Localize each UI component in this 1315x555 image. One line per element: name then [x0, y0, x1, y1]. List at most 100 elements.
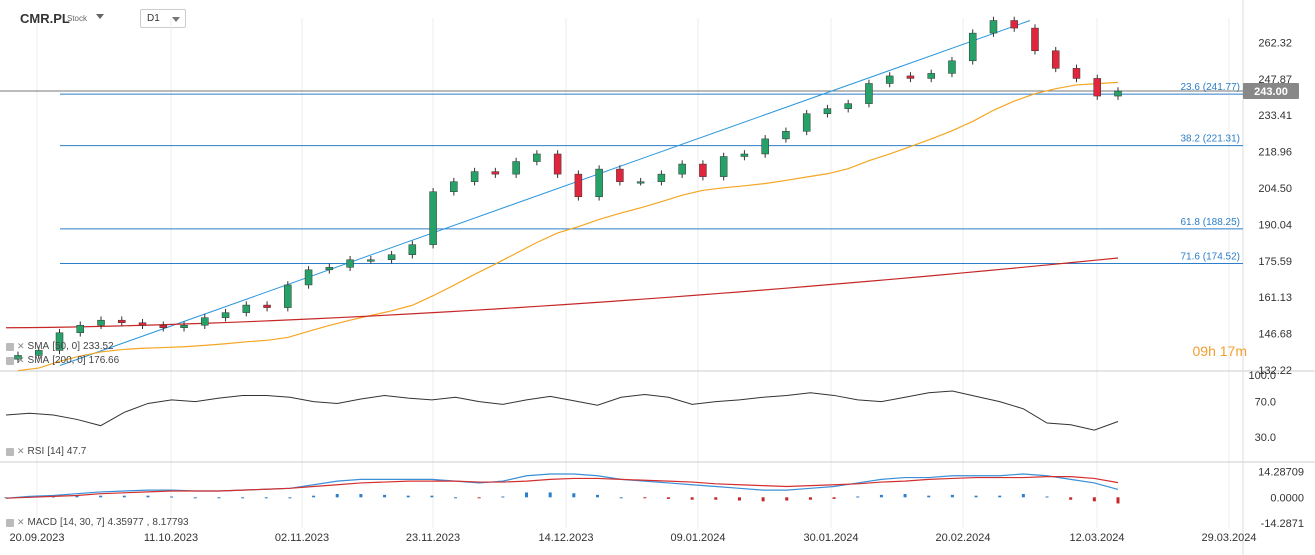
candle-body — [346, 259, 354, 268]
legend-macd[interactable]: ✕ MACD [14, 30, 7] 4.35977, 8.17793 — [6, 517, 189, 528]
candle-body — [387, 254, 396, 261]
candle-body — [657, 173, 666, 182]
macd-tick-label: 0.0000 — [1270, 492, 1304, 504]
x-tick-label: 23.11.2023 — [406, 532, 460, 544]
macd-histogram-bar — [998, 495, 1002, 498]
symbol-dropdown-icon[interactable] — [96, 14, 104, 19]
candle-body — [865, 83, 873, 104]
settings-icon[interactable] — [6, 447, 14, 456]
x-tick-label: 02.11.2023 — [275, 532, 329, 544]
y-tick-label: 262.32 — [1258, 37, 1292, 49]
candle-body — [429, 191, 437, 245]
candle-body — [740, 153, 749, 157]
close-icon[interactable]: ✕ — [17, 341, 25, 351]
candle-countdown: 09h 17m — [1192, 343, 1247, 359]
y-tick-label: 132.22 — [1258, 365, 1292, 377]
close-icon[interactable]: ✕ — [17, 355, 25, 365]
candle-body — [906, 75, 915, 79]
x-tick-label: 20.02.2024 — [935, 532, 990, 544]
candle-body — [636, 181, 645, 184]
macd-histogram-bar — [903, 494, 907, 498]
macd-histogram-bar — [335, 494, 339, 498]
macd-histogram-bar — [193, 497, 197, 499]
macd-histogram-bar — [501, 496, 505, 498]
candle-body — [844, 103, 852, 109]
candle-body — [159, 324, 168, 328]
settings-icon[interactable] — [6, 356, 14, 365]
candle-body — [761, 138, 769, 155]
candle-body — [823, 108, 832, 114]
candle-body — [201, 317, 209, 326]
candle-body — [1093, 78, 1101, 97]
candle-body — [242, 304, 251, 313]
macd-histogram-bar — [1092, 497, 1096, 502]
candle-body — [802, 113, 811, 132]
macd-histogram-bar — [974, 495, 978, 498]
symbol-type: Stock — [67, 14, 88, 23]
legend-sma200[interactable]: ✕ SMA [200, 0] 176.66 — [6, 355, 119, 366]
settings-icon[interactable] — [6, 518, 14, 527]
x-tick-label: 11.10.2023 — [144, 532, 198, 544]
macd-histogram-bar — [808, 497, 812, 500]
close-icon[interactable]: ✕ — [17, 517, 25, 527]
candle-body — [512, 161, 520, 175]
macd-histogram-bar — [170, 496, 174, 498]
y-tick-label: 247.87 — [1258, 74, 1292, 86]
trend-line[interactable] — [59, 20, 1031, 366]
close-icon[interactable]: ✕ — [17, 446, 25, 456]
y-tick-label: 233.41 — [1258, 110, 1292, 122]
macd-histogram-bar — [1021, 494, 1025, 498]
macd-histogram-bar — [264, 497, 268, 499]
candle-body — [367, 259, 375, 262]
legend-rsi[interactable]: ✕ RSI [14] 47.7 — [6, 446, 86, 457]
macd-histogram-bar — [666, 497, 670, 499]
macd-histogram-bar — [737, 497, 741, 501]
candle-body — [553, 153, 562, 175]
macd-histogram-bar — [879, 494, 883, 498]
macd-tick-label: 14.28709 — [1258, 467, 1304, 479]
rsi-line — [5, 390, 1119, 431]
macd-histogram-bar — [525, 492, 529, 498]
candle-body — [491, 171, 500, 175]
current-price-badge: 243.00 — [1243, 83, 1299, 100]
top-bar: CMR.PL Stock D1 — [0, 0, 1315, 34]
macd-histogram-bar — [572, 493, 576, 498]
x-tick-label: 12.03.2024 — [1069, 532, 1124, 544]
candle-body — [408, 244, 417, 255]
macd-histogram-bar — [454, 497, 458, 499]
macd-histogram-bar — [217, 497, 221, 499]
candle-body — [325, 267, 334, 271]
candle-body — [304, 269, 313, 286]
candle-body — [699, 163, 707, 177]
candle-body — [1072, 68, 1081, 79]
macd-line — [5, 473, 1119, 499]
candle-body — [76, 324, 85, 334]
current-price-label: 243.00 — [1254, 86, 1288, 98]
legend-sma50[interactable]: ✕ SMA [50, 0] 233.52 — [6, 341, 114, 352]
fibonacci-levels[interactable]: 23.6 (241.77) 38.2 (221.31) 61.8 (188.25) 7… — [0, 82, 1243, 264]
candle-body — [263, 304, 271, 308]
symbol-name: CMR.PL — [20, 11, 70, 26]
settings-icon[interactable] — [6, 342, 14, 351]
timeframe-select[interactable]: D1 — [140, 9, 186, 28]
macd-histogram-bar — [406, 495, 410, 498]
y-tick-label: 146.68 — [1258, 329, 1292, 341]
candle-body — [180, 324, 188, 328]
macd-histogram-bar — [690, 497, 694, 500]
macd-histogram-bar — [927, 495, 931, 498]
x-tick-label: 14.12.2023 — [538, 532, 593, 544]
candle-body — [948, 60, 956, 74]
y-tick-label: 161.13 — [1258, 292, 1292, 304]
moving-averages — [5, 81, 1119, 372]
candle-body — [574, 173, 583, 198]
price-axis[interactable]: 132.22 146.68 161.13 175.59 190.04 204.50 218.… — [1258, 37, 1292, 377]
macd-histogram-bar — [146, 495, 150, 498]
candle-body — [1010, 20, 1018, 29]
time-axis[interactable]: 20.09.2023 11.10.2023 02.11.2023 23.11.2023… — [9, 532, 1256, 544]
fib-label: 23.6 (241.77) — [1181, 82, 1241, 93]
y-tick-label: 218.96 — [1258, 147, 1292, 159]
macd-histogram-bar — [1069, 497, 1073, 500]
timeframe-label: D1 — [147, 13, 160, 24]
